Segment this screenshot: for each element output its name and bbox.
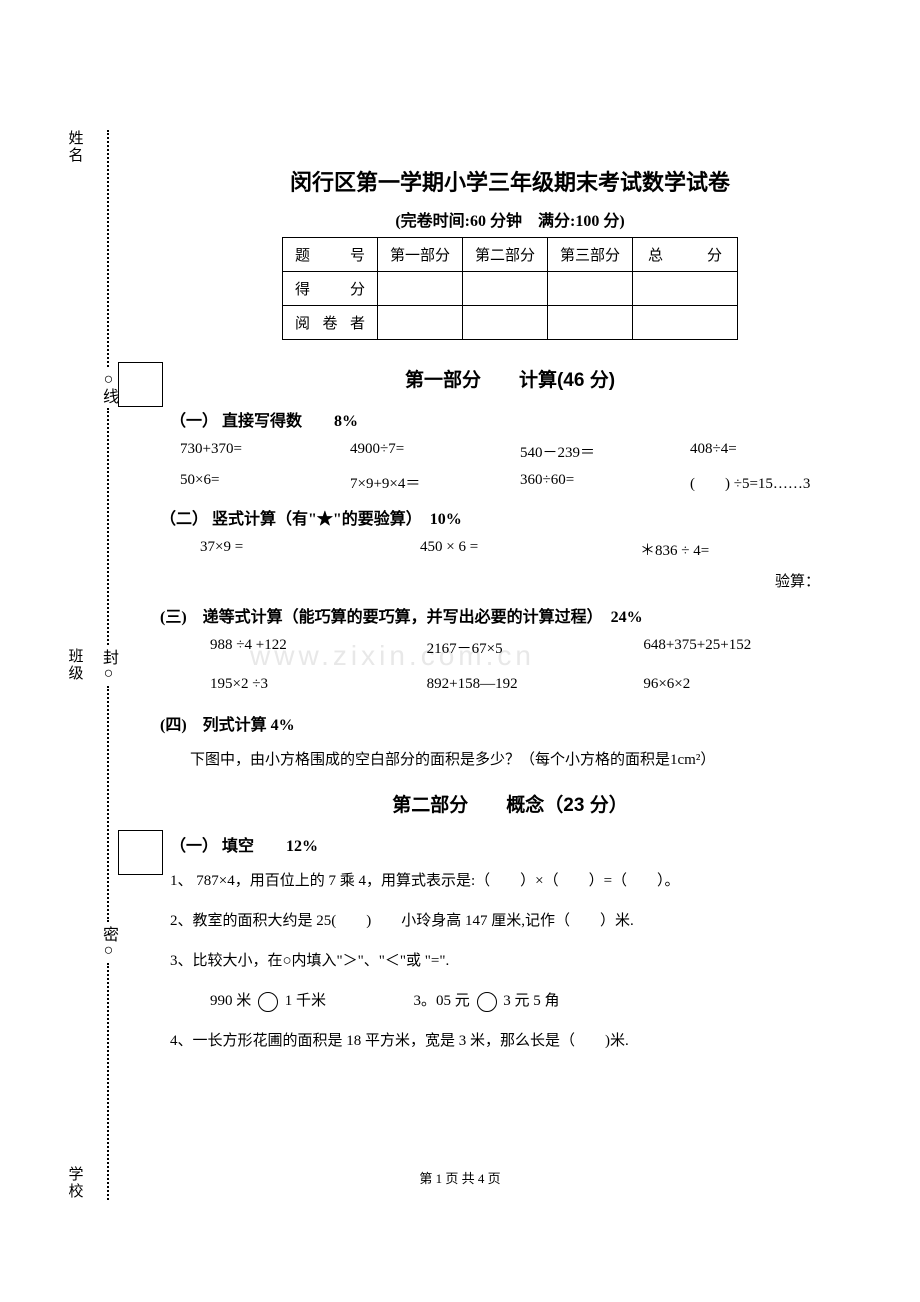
seal-mi: 密○ [96, 922, 120, 963]
p1s1-header: （一） 直接写得数 8% [170, 407, 860, 431]
cell-header: 第二部分 [463, 238, 548, 272]
problem-row: 730+370= 4900÷7= 540－239＝ 408÷4= [180, 441, 860, 462]
part1-title: 第一部分 计算(46 分) [160, 365, 860, 392]
problem: 37×9 = [200, 539, 420, 560]
problem-row: 37×9 = 450 × 6 = ＊836 ÷ 4= [200, 539, 860, 560]
problem: 195×2 ÷3 [210, 676, 427, 693]
problem: 7×9+9×4＝ [350, 472, 520, 493]
part2-title: 第二部分 概念（23 分） [160, 790, 860, 817]
q3b: 1 千米 [285, 993, 326, 1009]
cell-empty [548, 306, 633, 340]
problem: ( ) ÷5=15……3 [690, 472, 860, 493]
q3d: 3 元 5 角 [503, 993, 559, 1009]
cell-label: 得 分 [283, 272, 378, 306]
problem: 540－239＝ [520, 441, 690, 462]
problem-row: 988 ÷4 +122 2167－67×5 648+375+25+152 [210, 637, 860, 658]
p2s1-header: （一） 填空 12% [170, 832, 860, 856]
q3c: 3。05 元 [414, 993, 470, 1009]
page-footer: 第 1 页 共 4 页 [0, 1168, 920, 1187]
p2q4: 4、一长方形花圃的面积是 18 平方米，宽是 3 米，那么长是（ )米. [170, 1026, 860, 1056]
cell-label: 阅 卷 者 [283, 306, 378, 340]
table-row: 阅 卷 者 [283, 306, 738, 340]
binding-sidebar: 姓名 班级 学校 [55, 130, 95, 1200]
cell-empty [633, 272, 738, 306]
compare-circle-icon [258, 992, 278, 1012]
problem: 730+370= [180, 441, 350, 462]
problem: 4900÷7= [350, 441, 520, 462]
cell-empty [463, 306, 548, 340]
sidebar-class: 班级 [65, 648, 86, 682]
cell-header: 总 分 [633, 238, 738, 272]
p1s4-header: (四) 列式计算 4% [160, 711, 860, 735]
problem: 360÷60= [520, 472, 690, 493]
problem: 50×6= [180, 472, 350, 493]
compare-circle-icon [477, 992, 497, 1012]
seal-xian: ○线 [96, 367, 120, 408]
exam-title: 闵行区第一学期小学三年级期末考试数学试卷 [160, 165, 860, 197]
problem: 408÷4= [690, 441, 860, 462]
problem-row: 195×2 ÷3 892+158—192 96×6×2 [210, 676, 860, 693]
score-box-2 [118, 830, 163, 875]
p2q3-compare: 990 米 1 千米 3。05 元 3 元 5 角 [210, 986, 860, 1016]
cell-empty [548, 272, 633, 306]
sidebar-name: 姓名 [65, 130, 86, 164]
cell-empty [633, 306, 738, 340]
score-table: 题 号 第一部分 第二部分 第三部分 总 分 得 分 阅 卷 者 [282, 237, 738, 340]
dotted-segment [107, 408, 109, 645]
cell-empty [378, 272, 463, 306]
q3a: 990 米 [210, 993, 251, 1009]
problem: 892+158—192 [427, 676, 644, 693]
dotted-segment [107, 130, 109, 367]
problem: 96×6×2 [643, 676, 860, 693]
seal-feng: 封○ [96, 645, 120, 686]
cell-label: 题 号 [283, 238, 378, 272]
problem: 2167－67×5 [427, 637, 644, 658]
problem: 450 × 6 = [420, 539, 640, 560]
problem: 988 ÷4 +122 [210, 637, 427, 658]
check-label: 验算： [160, 570, 820, 591]
problem-row: 50×6= 7×9+9×4＝ 360÷60= ( ) ÷5=15……3 [180, 472, 860, 493]
problem: 648+375+25+152 [643, 637, 860, 658]
score-box-1 [118, 362, 163, 407]
p1s2-header: （二） 竖式计算（有"★"的要验算） 10% [160, 505, 860, 529]
cell-empty [378, 306, 463, 340]
binding-line: ○线 封○ 密○ [98, 130, 118, 1200]
p2q1: 1、 787×4，用百位上的 7 乘 4，用算式表示是:（ ）×（ ）=（ ）。 [170, 866, 860, 896]
p2q2: 2、教室的面积大约是 25( ) 小玲身高 147 厘米,记作（ ）米. [170, 906, 860, 936]
table-row: 得 分 [283, 272, 738, 306]
table-row: 题 号 第一部分 第二部分 第三部分 总 分 [283, 238, 738, 272]
exam-subtitle: (完卷时间:60 分钟 满分:100 分) [160, 207, 860, 231]
cell-header: 第一部分 [378, 238, 463, 272]
problem: ＊836 ÷ 4= [640, 539, 860, 560]
p1s3-header: (三) 递等式计算（能巧算的要巧算，并写出必要的计算过程） 24% [160, 603, 860, 627]
dotted-segment [107, 963, 109, 1200]
main-content: 闵行区第一学期小学三年级期末考试数学试卷 (完卷时间:60 分钟 满分:100 … [160, 165, 860, 1066]
p1s4-text: 下图中，由小方格围成的空白部分的面积是多少？（每个小方格的面积是1cm²） [190, 745, 860, 775]
dotted-segment [107, 686, 109, 923]
p2q3: 3、比较大小，在○内填入"＞"、"＜"或 "=". [170, 946, 860, 976]
cell-header: 第三部分 [548, 238, 633, 272]
cell-empty [463, 272, 548, 306]
